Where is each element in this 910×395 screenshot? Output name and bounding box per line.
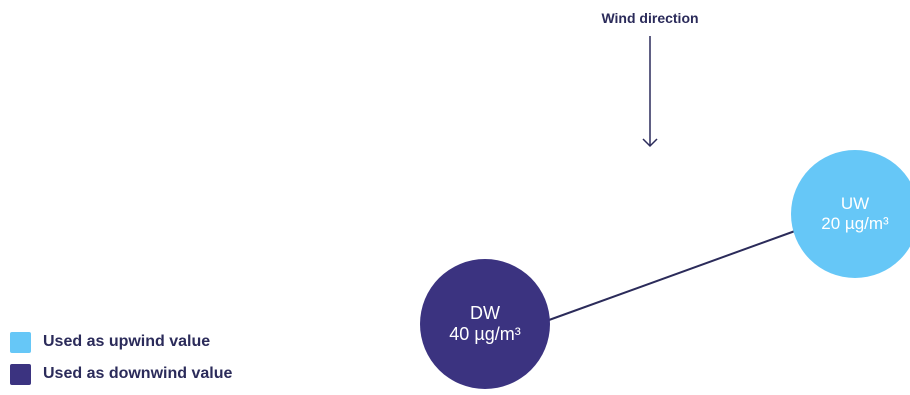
legend-item-downwind: Used as downwind value xyxy=(10,363,232,385)
upwind-node: UW 20 µg/m³ xyxy=(791,150,910,278)
legend-swatch-downwind xyxy=(10,363,31,385)
upwind-node-label: UW xyxy=(840,194,870,214)
downwind-node-value: 40 µg/m³ xyxy=(449,324,521,344)
legend-swatch-upwind xyxy=(10,331,31,353)
downwind-node: DW 40 µg/m³ xyxy=(420,259,550,389)
legend-label-downwind: Used as downwind value xyxy=(43,365,233,382)
legend: Used as upwind value Used as downwind va… xyxy=(10,331,232,395)
downwind-node-label: DW xyxy=(470,303,500,324)
connector-line xyxy=(548,230,796,321)
legend-label-upwind: Used as upwind value xyxy=(43,333,211,350)
legend-item-upwind: Used as upwind value xyxy=(10,331,232,353)
upwind-node-value: 20 µg/m³ xyxy=(821,214,889,233)
wind-direction-label: Wind direction xyxy=(601,10,699,26)
wind-arrow-head xyxy=(642,138,658,148)
